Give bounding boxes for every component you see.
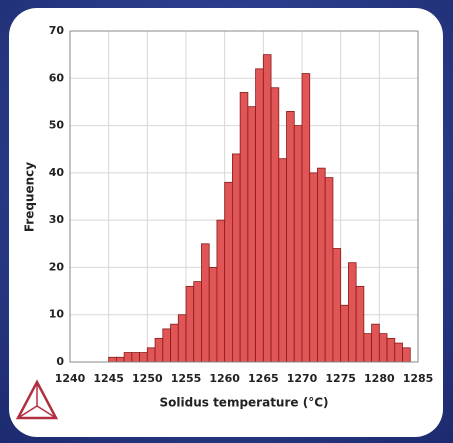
bar	[208, 267, 218, 363]
bar	[139, 352, 148, 363]
bar	[224, 181, 233, 363]
y-tick-label: 30	[49, 213, 65, 226]
bar	[309, 172, 318, 363]
bar	[278, 158, 287, 363]
bar	[363, 333, 373, 363]
bar	[324, 177, 334, 363]
bar	[262, 54, 272, 363]
bar	[231, 153, 241, 363]
bar	[386, 337, 396, 363]
bar	[402, 347, 411, 363]
bar	[378, 333, 388, 363]
y-tick-label: 20	[49, 260, 65, 273]
bar	[332, 248, 342, 363]
x-tick-label: 1250	[132, 372, 163, 385]
bar	[123, 352, 133, 363]
bar	[185, 285, 195, 363]
x-tick-label: 1260	[209, 372, 240, 385]
bar	[270, 87, 280, 363]
bar	[293, 125, 303, 363]
x-tick-label: 1255	[171, 372, 202, 385]
x-tick-label: 1275	[325, 372, 356, 385]
y-tick-label: 40	[49, 166, 65, 179]
bar	[317, 167, 326, 363]
x-tick-label: 1280	[364, 372, 395, 385]
bar	[177, 314, 187, 363]
bar	[255, 68, 264, 363]
x-tick-label: 1270	[287, 372, 318, 385]
bar	[108, 356, 117, 363]
bar	[216, 219, 226, 363]
y-tick-label: 70	[49, 24, 65, 37]
bar	[154, 337, 164, 363]
y-tick-label: 60	[49, 71, 65, 84]
bar	[394, 342, 403, 363]
x-tick-label: 1240	[55, 372, 86, 385]
bar	[301, 73, 311, 363]
bar	[193, 281, 202, 363]
y-tick-label: 0	[56, 355, 64, 368]
y-axis-label: Frequency	[23, 162, 37, 232]
x-tick-label: 1245	[93, 372, 124, 385]
bar	[116, 356, 125, 363]
x-axis-label: Solidus temperature (°C)	[160, 396, 329, 410]
bar	[239, 92, 249, 363]
x-tick-label: 1285	[403, 372, 434, 385]
bar	[131, 352, 141, 363]
bar	[201, 243, 210, 363]
plot-area: 0 10 20 30 40 50 60 70 1240 1245 1250 1255 1260 1265 1…	[49, 24, 434, 385]
bar	[347, 262, 357, 363]
bar	[355, 285, 365, 363]
y-tick-label: 10	[49, 308, 65, 321]
logo	[15, 379, 59, 420]
plot-frame	[69, 30, 419, 363]
bar	[286, 110, 295, 363]
bar	[371, 323, 380, 363]
y-tick-label: 50	[49, 119, 65, 132]
bar	[170, 323, 179, 363]
bar	[340, 304, 349, 363]
x-tick-label: 1265	[248, 372, 279, 385]
bar	[162, 328, 171, 363]
bar	[146, 347, 156, 363]
bar	[247, 106, 257, 363]
